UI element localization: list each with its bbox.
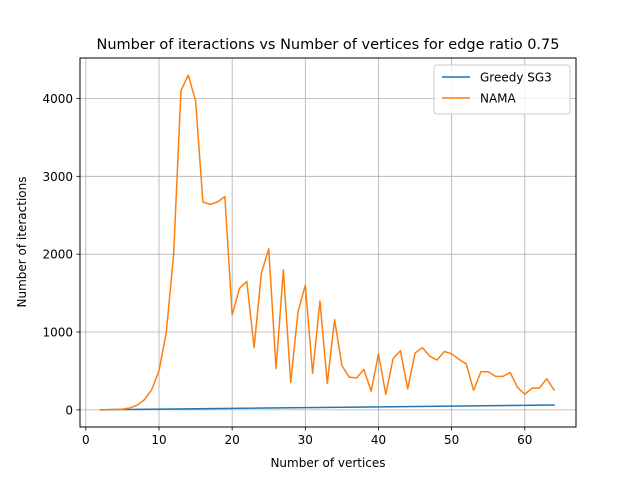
series-line-greedy-sg3 [99, 404, 555, 411]
x-tick-label: 0 [82, 433, 90, 447]
x-tick-label: 10 [151, 433, 166, 447]
grid-lines [80, 58, 576, 427]
legend-label-nama: NAMA [480, 92, 517, 106]
x-axis-label: Number of vertices [270, 456, 385, 470]
y-tick-label: 0 [65, 403, 73, 417]
x-tick-label: 40 [371, 433, 386, 447]
x-tick-label: 30 [298, 433, 313, 447]
y-tick-label: 2000 [42, 248, 73, 262]
axes-frame [79, 57, 577, 428]
y-tick-label: 1000 [42, 326, 73, 340]
y-axis-ticks: 0 1000 2000 3000 4000 [42, 92, 80, 417]
series-lines [99, 74, 556, 411]
x-tick-label: 20 [225, 433, 240, 447]
y-tick-label: 3000 [42, 170, 73, 184]
legend-label-greedy-sg3: Greedy SG3 [480, 71, 552, 85]
legend: Greedy SG3 NAMA [433, 64, 571, 115]
x-axis-ticks: 0 10 20 30 40 50 60 [82, 427, 532, 447]
x-tick-label: 60 [517, 433, 532, 447]
x-tick-label: 50 [444, 433, 459, 447]
y-axis-label: Number of iteractions [15, 177, 29, 308]
chart-title: Number of iteractions vs Number of verti… [97, 37, 560, 53]
series-line-nama [99, 74, 556, 411]
y-tick-label: 4000 [42, 92, 73, 106]
